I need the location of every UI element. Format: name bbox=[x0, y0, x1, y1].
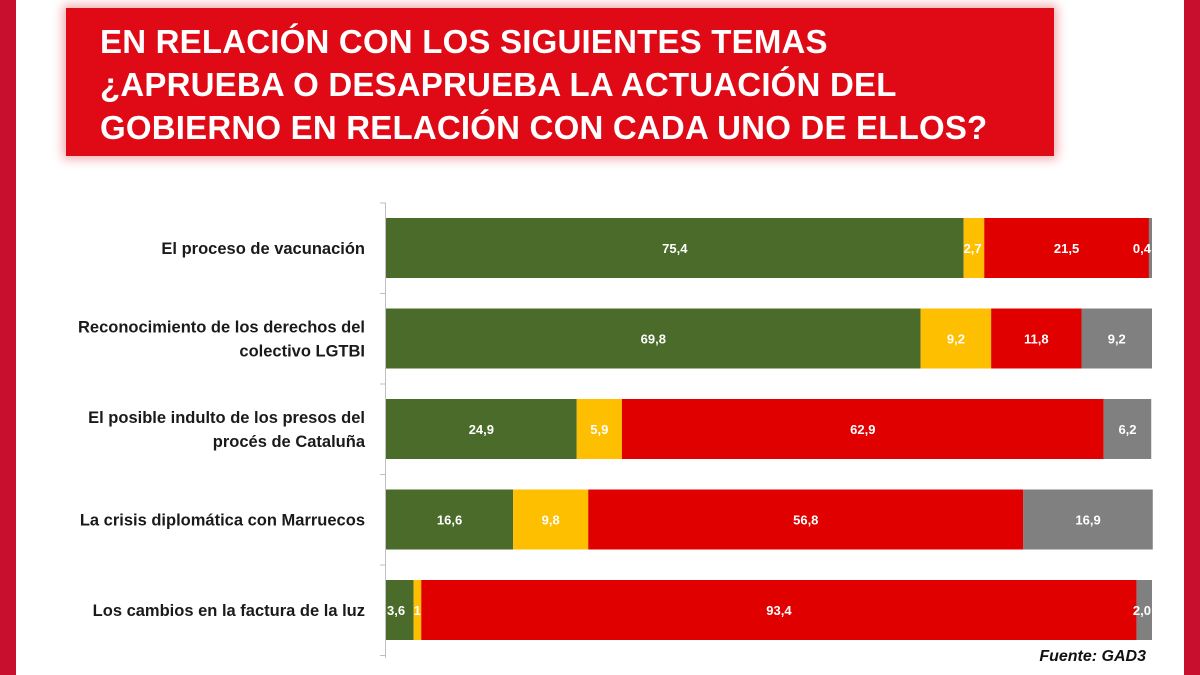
title-line-2: ¿APRUEBA O DESAPRUEBA LA ACTUACIÓN DEL bbox=[100, 66, 897, 103]
category-label: Los cambios en la factura de la luz bbox=[93, 602, 365, 620]
bar-segment bbox=[386, 308, 921, 369]
bar-segment bbox=[588, 489, 1024, 550]
bar-segment bbox=[984, 218, 1149, 278]
bar-value-label: 9,8 bbox=[542, 513, 560, 528]
bar-value-label: 62,9 bbox=[850, 422, 875, 437]
bar-segment bbox=[386, 489, 514, 550]
bar-segment bbox=[920, 308, 992, 369]
bar-value-label: 21,5 bbox=[1054, 241, 1079, 256]
bar-value-label: 2,0 bbox=[1133, 603, 1151, 618]
bar-segment bbox=[386, 218, 964, 278]
bar-segment bbox=[513, 489, 589, 550]
bar-value-label: 2,7 bbox=[964, 241, 982, 256]
bar-segment bbox=[386, 580, 414, 640]
bar-segment bbox=[1081, 308, 1152, 369]
category-label: Reconocimiento de los derechos del bbox=[78, 319, 365, 337]
bar-value-label: 16,6 bbox=[437, 513, 462, 528]
bar-value-label: 75,4 bbox=[662, 241, 688, 256]
category-label: La crisis diplomática con Marruecos bbox=[80, 512, 365, 530]
category-label: El posible indulto de los presos del bbox=[88, 409, 365, 427]
bar-segment bbox=[991, 308, 1082, 369]
title-box: EN RELACIÓN CON LOS SIGUIENTES TEMAS ¿AP… bbox=[66, 8, 1054, 156]
bar-value-label: 11,8 bbox=[1024, 332, 1049, 347]
source-note: Fuente: GAD3 bbox=[1039, 648, 1146, 665]
bar-segment bbox=[963, 218, 985, 278]
bar-segment bbox=[1148, 218, 1152, 278]
bar-value-label: 3,6 bbox=[387, 603, 405, 618]
bar-segment bbox=[421, 580, 1137, 640]
bar-segment bbox=[386, 399, 577, 459]
category-label: colectivo LGTBI bbox=[239, 343, 365, 361]
bar-segment bbox=[621, 399, 1104, 459]
bar-value-label: 16,9 bbox=[1075, 513, 1100, 528]
bar-value-label: 93,4 bbox=[766, 603, 792, 618]
bar-value-label: 9,2 bbox=[1108, 332, 1126, 347]
frame-right bbox=[1184, 0, 1200, 675]
bar-value-label: 5,9 bbox=[590, 422, 608, 437]
bar-segment bbox=[1103, 399, 1152, 459]
bar-value-label: 24,9 bbox=[469, 422, 494, 437]
bar-segment bbox=[1023, 489, 1153, 550]
category-label: El proceso de vacunación bbox=[161, 240, 365, 258]
category-label: procés de Cataluña bbox=[213, 433, 366, 451]
bar-value-label: 6,2 bbox=[1118, 422, 1136, 437]
bar-segment bbox=[1136, 580, 1152, 640]
bar-value-label: 9,2 bbox=[947, 332, 965, 347]
bar-value-label: 56,8 bbox=[793, 513, 818, 528]
title-line-3: GOBIERNO EN RELACIÓN CON CADA UNO DE ELL… bbox=[100, 109, 988, 146]
bar-segment bbox=[413, 580, 422, 640]
frame-left bbox=[0, 0, 16, 675]
title-line-1: EN RELACIÓN CON LOS SIGUIENTES TEMAS bbox=[100, 23, 828, 60]
bar-value-label: 0,4 bbox=[1133, 241, 1152, 256]
bar-value-label: 69,8 bbox=[641, 332, 666, 347]
bar-segment bbox=[576, 399, 622, 459]
